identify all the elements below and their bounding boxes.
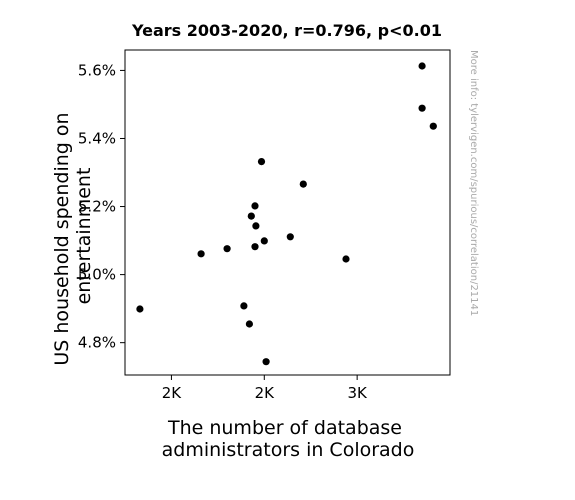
y-axis-label: US household spending on entertainment (51, 106, 95, 365)
y-tick-label: 5.4% (78, 129, 116, 147)
y-tick-label: 5.6% (78, 61, 116, 79)
plot-area (124, 49, 451, 376)
y-tick-label: 5.2% (78, 198, 116, 216)
data-point (342, 255, 350, 263)
data-point (223, 245, 231, 253)
y-axis-ticks: 4.8% 5.0% 5.2% 5.4% 5.6% (78, 61, 125, 352)
data-point (245, 320, 253, 328)
data-point (240, 302, 248, 310)
data-points (136, 62, 437, 366)
data-point (299, 180, 307, 188)
y-axis-label-line-1: US household spending on (51, 112, 73, 365)
watermark-text: More info: tylervigen.com/spurious/corre… (468, 50, 479, 316)
data-point (257, 158, 266, 166)
data-point (418, 62, 426, 70)
data-point (286, 233, 294, 241)
y-tick-label: 5.0% (78, 266, 116, 284)
data-point (252, 222, 260, 230)
data-point (136, 305, 144, 313)
data-point (260, 237, 268, 245)
x-tick-label: 2K (162, 384, 183, 402)
data-point (418, 104, 426, 112)
data-point (251, 202, 259, 210)
data-point (247, 212, 255, 220)
data-point (429, 122, 437, 130)
x-axis-label-line-2: administrators in Colorado (162, 439, 415, 461)
x-tick-label: 3K (347, 384, 368, 402)
x-axis-label: The number of database administrators in… (162, 417, 415, 461)
x-axis-ticks: 2K 2K 3K (162, 375, 368, 402)
x-axis-label-line-1: The number of database (167, 417, 402, 439)
data-point (262, 358, 270, 366)
y-tick-label: 4.8% (78, 334, 116, 352)
y-axis-label-line-2: entertainment (73, 168, 95, 305)
chart-title: Years 2003-2020, r=0.796, p<0.01 (131, 21, 442, 40)
x-tick-label: 2K (255, 384, 276, 402)
data-point (251, 243, 259, 251)
data-point (197, 250, 205, 258)
